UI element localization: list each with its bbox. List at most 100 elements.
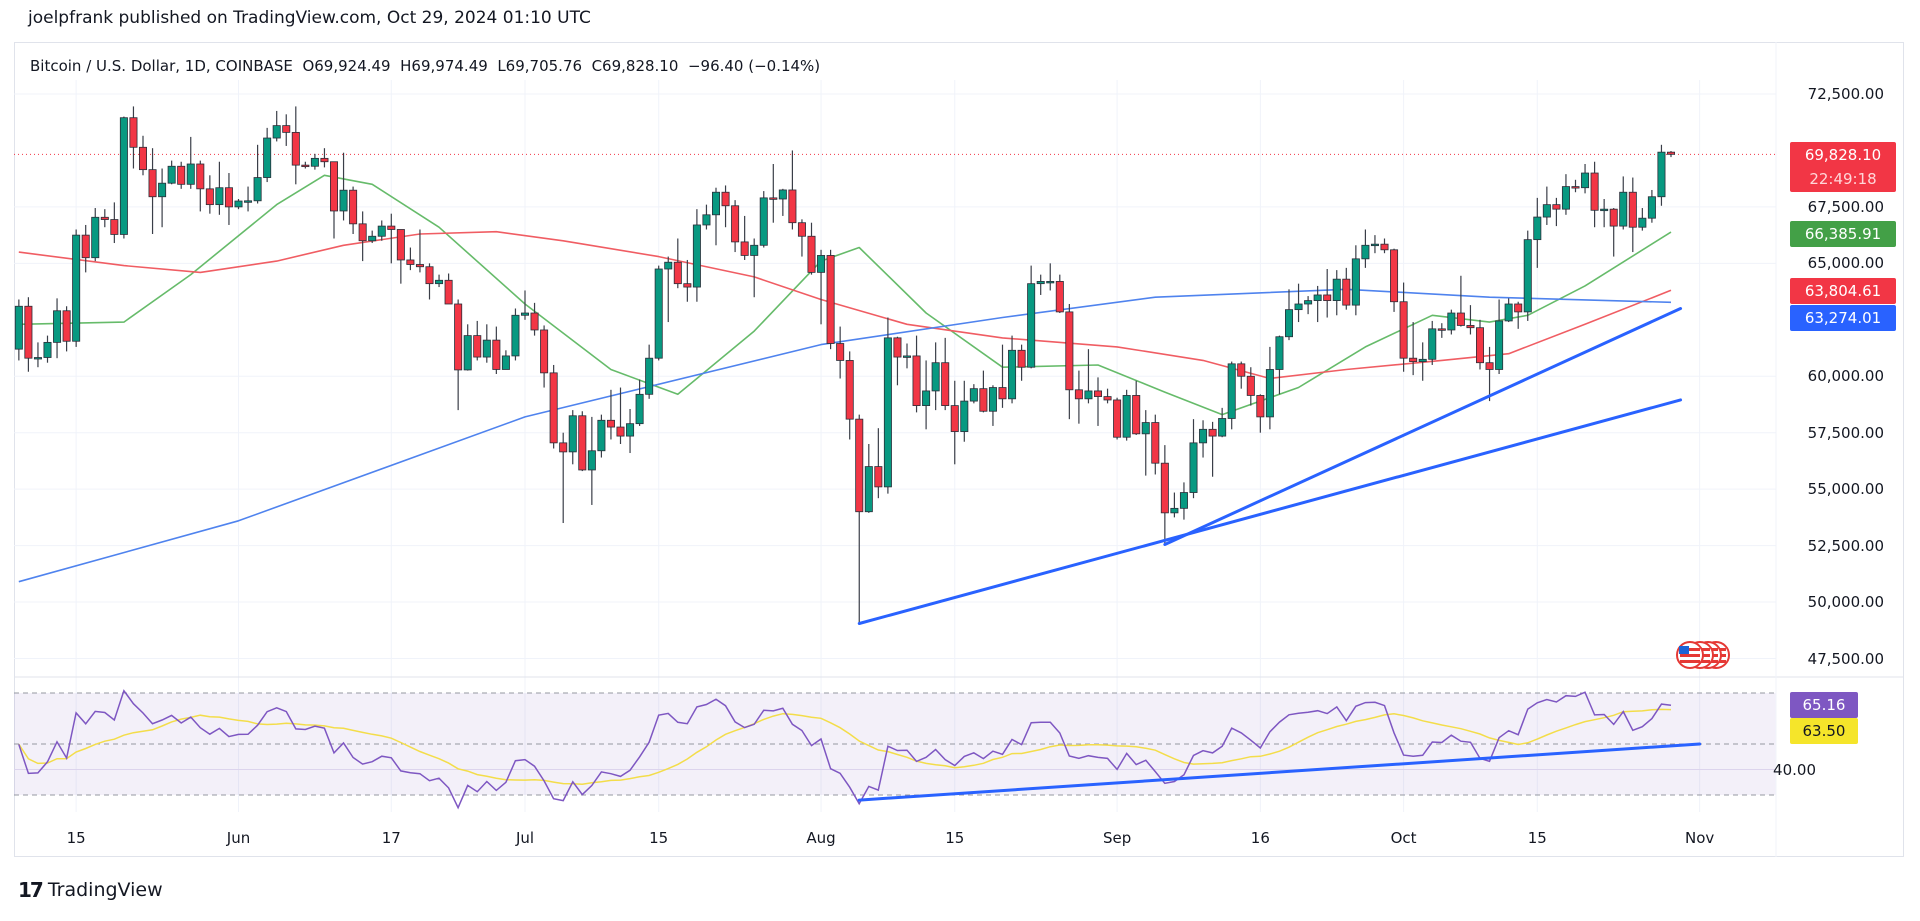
candle: [1476, 319, 1485, 370]
candle: [1361, 229, 1370, 268]
candle: [1237, 361, 1246, 389]
candle: [1323, 268, 1332, 318]
candle: [1447, 309, 1456, 335]
symbol-name[interactable]: Bitcoin / U.S. Dollar, 1D, COINBASE: [30, 57, 293, 75]
candle-body: [1179, 492, 1188, 509]
candle: [444, 273, 453, 305]
candle-body: [1132, 395, 1141, 435]
candle-body: [1113, 399, 1122, 438]
candle: [893, 336, 902, 386]
candle: [358, 211, 367, 262]
candle: [941, 337, 950, 411]
candle-body: [444, 279, 453, 305]
candle: [62, 306, 71, 352]
candle: [1285, 289, 1294, 341]
candle-body: [1628, 191, 1637, 228]
candle-body: [196, 163, 205, 190]
candle: [14, 299, 23, 361]
candle: [177, 161, 186, 189]
candle: [1571, 179, 1580, 193]
candle-body: [368, 235, 377, 242]
candle: [1590, 161, 1599, 228]
candle: [244, 186, 253, 212]
candle: [1103, 388, 1112, 404]
candle-body: [1466, 325, 1475, 329]
candle-body: [1351, 258, 1360, 306]
candle: [119, 116, 128, 239]
candle: [874, 428, 883, 499]
candle: [683, 259, 692, 302]
published-header: joelpfrank published on TradingView.com,…: [28, 8, 591, 28]
bar-countdown: 22:49:18: [1809, 170, 1877, 188]
candle: [473, 320, 482, 361]
candle: [1628, 177, 1637, 253]
candle-body: [817, 255, 826, 273]
close-value: C69,828.10: [591, 57, 679, 75]
candle: [1027, 265, 1036, 369]
candle: [100, 209, 109, 228]
candle-body: [635, 393, 644, 425]
candle: [1170, 492, 1179, 518]
candle: [1514, 301, 1523, 329]
candle: [1179, 482, 1188, 520]
candle: [1141, 410, 1150, 476]
candle: [1132, 380, 1141, 435]
candle: [215, 161, 224, 215]
candle: [1409, 322, 1418, 376]
candle-body: [1323, 294, 1332, 302]
candle-body: [1141, 422, 1150, 435]
price-tick-label: 47,500.00: [1807, 649, 1884, 668]
candle: [1189, 419, 1198, 499]
candle: [759, 191, 768, 248]
candle: [425, 263, 434, 300]
candle: [1437, 323, 1446, 338]
candle-body: [1294, 303, 1303, 311]
candle-body: [778, 189, 787, 200]
candle-body: [1237, 363, 1246, 377]
candle-body: [626, 423, 635, 437]
candle: [931, 342, 940, 411]
candle-body: [941, 362, 950, 407]
candle-body: [1380, 243, 1389, 251]
candle-body: [473, 335, 482, 358]
candle: [1456, 275, 1465, 327]
us-flag-economic-events-icon[interactable]: [1676, 641, 1730, 669]
candle: [396, 229, 405, 284]
candle: [626, 408, 635, 454]
candle: [568, 410, 577, 465]
rsi-badge: 65.16: [1790, 692, 1858, 718]
candle-body: [100, 216, 109, 220]
time-tick-label: 15: [66, 829, 86, 847]
rsi-ma-line: [18, 708, 1672, 786]
time-tick-label: 17: [381, 829, 401, 847]
candle: [1208, 421, 1217, 477]
ma-blue-badge: 63,274.01: [1790, 305, 1896, 331]
candle: [1304, 296, 1313, 315]
flag-stripe: [1680, 660, 1700, 663]
moving-average-line: [18, 288, 1672, 583]
candle: [1313, 285, 1322, 323]
candle-body: [845, 360, 854, 420]
candle-body: [654, 268, 663, 359]
candle: [969, 384, 978, 404]
ma-green-badge: 66,385.91: [1790, 221, 1896, 247]
candle: [158, 168, 167, 228]
candle-body: [721, 191, 730, 207]
candle-body: [158, 182, 167, 198]
candle-body: [979, 388, 988, 412]
candle: [597, 414, 606, 458]
time-tick-label: Oct: [1390, 829, 1417, 847]
candle-body: [129, 117, 138, 148]
candle: [1600, 198, 1609, 228]
candle: [903, 343, 912, 369]
candle-body: [969, 388, 978, 402]
candle-body: [177, 165, 186, 185]
tradingview-logo[interactable]: 17 TradingView: [18, 878, 163, 902]
chart-frame: [14, 42, 1904, 857]
change-value: −96.40 (−0.14%): [687, 57, 821, 75]
candle-body: [81, 234, 90, 259]
candle-body: [1017, 349, 1026, 368]
price-tick-label: 50,000.00: [1807, 593, 1884, 612]
candle: [253, 144, 262, 204]
